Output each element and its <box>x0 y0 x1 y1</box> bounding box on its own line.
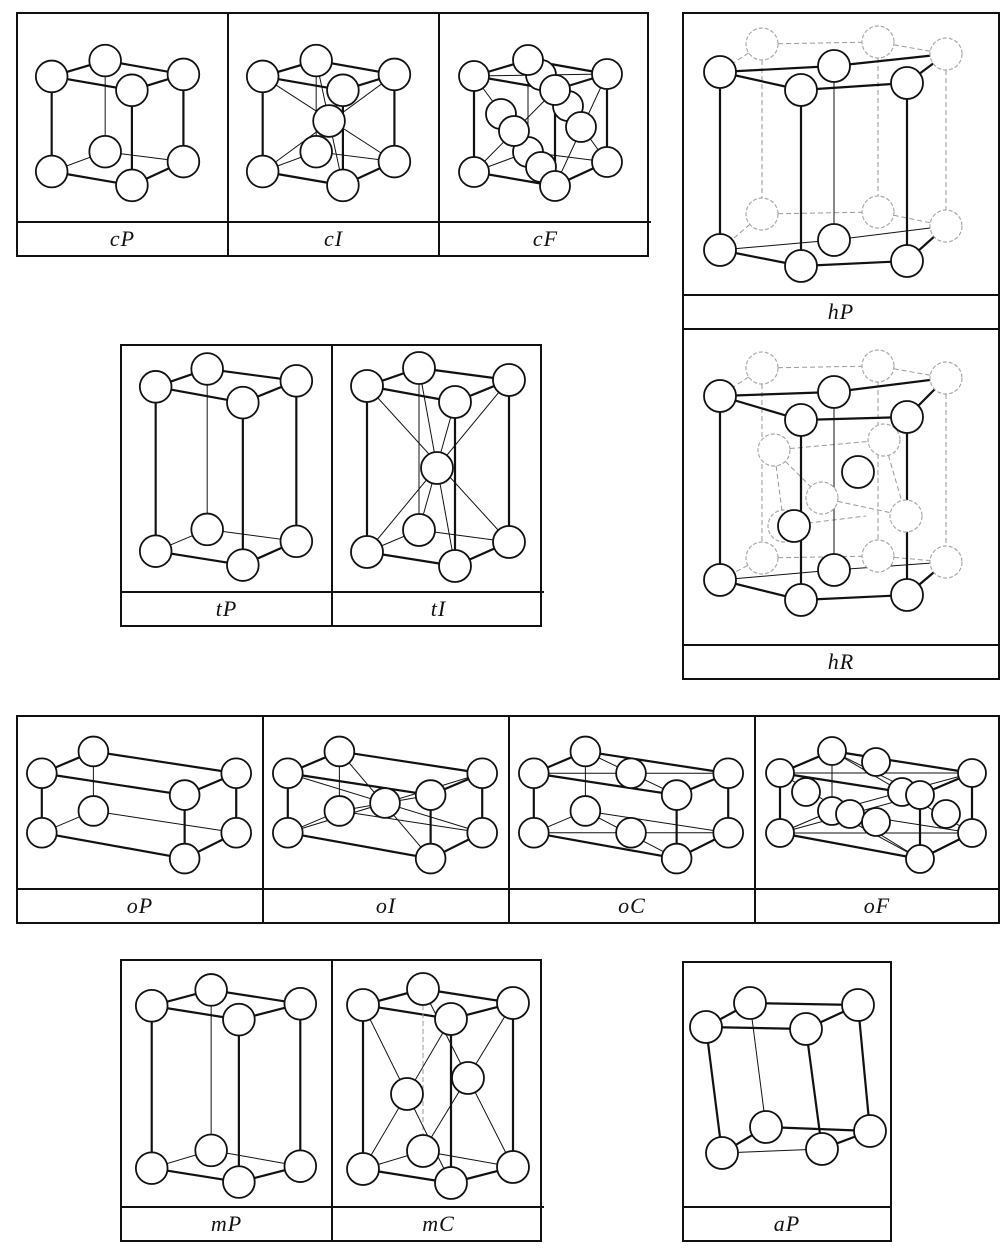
cell-hR: hR <box>684 330 998 678</box>
cell-cI: cI <box>229 14 440 255</box>
cell-oC: oC <box>510 717 756 922</box>
cell-hP: hP <box>684 14 998 328</box>
label-cP: cP <box>18 221 227 255</box>
cell-mC: mC <box>333 961 544 1240</box>
tI-diagram <box>350 351 526 583</box>
label-cF: cF <box>440 221 651 255</box>
tetragonal-panel: tP tI <box>120 344 544 627</box>
oF-diagram <box>765 736 987 874</box>
label-tP: tP <box>122 591 331 625</box>
cell-tP: tP <box>122 346 333 625</box>
orthorhombic-panel: oP oI <box>16 715 1000 924</box>
label-hP: hP <box>684 294 998 328</box>
oI-diagram <box>272 735 498 875</box>
label-mP: mP <box>122 1206 331 1240</box>
tP-diagram <box>138 352 314 582</box>
cell-mP: mP <box>122 961 333 1240</box>
oP-diagram <box>26 735 252 875</box>
hP-panel: hP <box>682 12 1000 330</box>
label-cI: cI <box>229 221 438 255</box>
cell-aP: aP <box>684 963 890 1240</box>
cF-diagram <box>458 44 623 202</box>
cubic-panel: cP cI <box>16 12 651 257</box>
mP-diagram <box>134 973 318 1199</box>
label-aP: aP <box>684 1206 890 1240</box>
cell-oP: oP <box>18 717 264 922</box>
cP-diagram <box>34 43 201 203</box>
cell-cP: cP <box>18 14 229 255</box>
cell-oI: oI <box>264 717 510 922</box>
cell-cF: cF <box>440 14 651 255</box>
hR-diagram <box>703 349 963 617</box>
label-oI: oI <box>264 888 508 922</box>
label-oC: oC <box>510 888 754 922</box>
cI-diagram <box>245 43 412 203</box>
cell-tI: tI <box>333 346 544 625</box>
label-oP: oP <box>18 888 262 922</box>
hR-panel: hR <box>682 328 1000 680</box>
aP-diagram <box>689 986 887 1170</box>
mC-diagram <box>346 972 530 1200</box>
label-oF: oF <box>756 888 998 922</box>
cell-oF: oF <box>756 717 998 922</box>
monoclinic-panel: mP mC <box>120 959 544 1242</box>
label-mC: mC <box>333 1206 544 1240</box>
label-tI: tI <box>333 591 544 625</box>
triclinic-panel: aP <box>682 961 892 1242</box>
hP-diagram <box>703 25 963 283</box>
oC-diagram <box>518 735 744 875</box>
label-hR: hR <box>684 644 998 678</box>
